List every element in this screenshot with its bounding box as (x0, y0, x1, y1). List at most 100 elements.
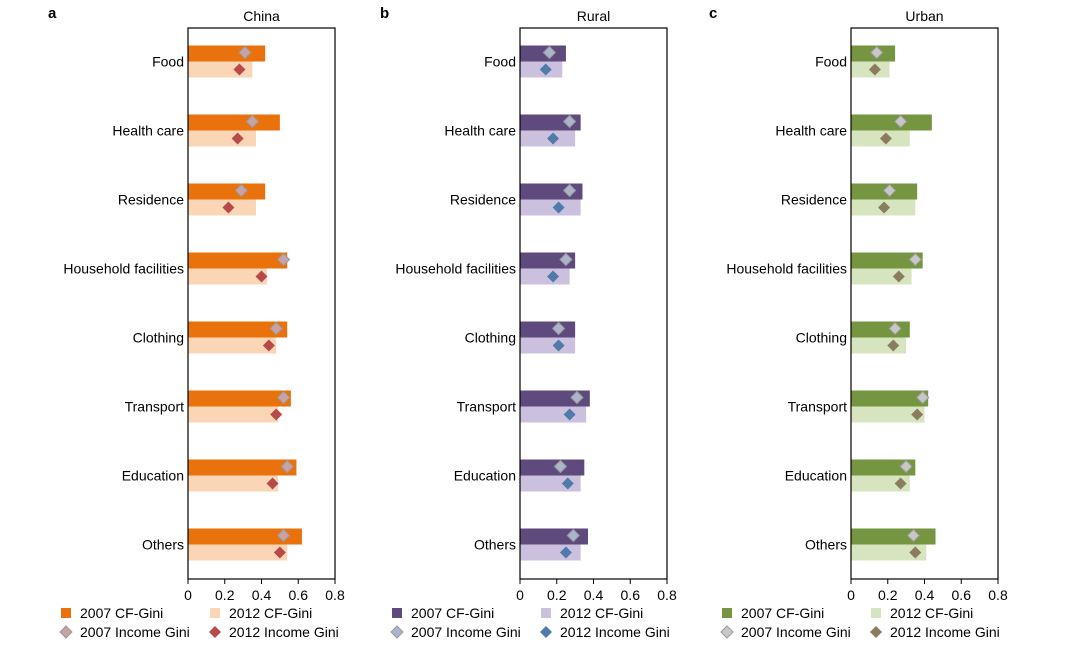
legend-marker (720, 625, 734, 639)
bar (188, 544, 288, 561)
bar (188, 475, 279, 492)
legend-label: 2012 Income Gini (890, 624, 1000, 640)
panel-china: a China Food Health care Residence Household … (48, 5, 345, 640)
legend-label: 2007 CF-Gini (80, 605, 163, 621)
bar (188, 183, 266, 200)
x-tick-label: 0.2 (878, 587, 898, 603)
bar (520, 390, 590, 407)
bar (851, 475, 910, 492)
marker (909, 546, 922, 559)
legend-label: 2007 Income Gini (741, 624, 851, 640)
bar (188, 45, 266, 62)
marker (233, 63, 246, 76)
marker (269, 321, 283, 336)
legend-item: 2012 CF-Gini (871, 605, 973, 621)
marker (561, 477, 574, 490)
marker (908, 252, 923, 267)
legend-item: 2007 CF-Gini (722, 605, 824, 621)
x-tick-label: 0.8 (657, 587, 677, 603)
category-label: Others (142, 537, 184, 553)
marker (539, 63, 552, 76)
marker (566, 528, 580, 543)
category-label: Education (122, 468, 184, 484)
legend-label: 2007 CF-Gini (411, 605, 494, 621)
bar (851, 544, 927, 561)
legend-swatch (722, 608, 732, 618)
marker (238, 45, 252, 60)
marker (906, 528, 921, 543)
marker (262, 339, 275, 352)
category-label: Education (785, 468, 847, 484)
plot-frame (519, 27, 668, 580)
bar (188, 252, 288, 269)
legend-marker (209, 626, 221, 638)
bar (851, 252, 923, 269)
bar (520, 321, 576, 338)
marker (570, 390, 584, 405)
legend-item: 2007 Income Gini (720, 624, 851, 640)
bar (851, 459, 916, 476)
marker (878, 201, 891, 214)
bar (188, 268, 268, 285)
marker (562, 183, 577, 198)
x-tick-label: 0.6 (289, 587, 309, 603)
legend-swatch (210, 608, 220, 618)
category-label: Food (484, 54, 516, 70)
bar (520, 45, 566, 62)
bar (188, 528, 302, 545)
bar (520, 252, 576, 269)
marker (893, 114, 908, 129)
bar (520, 475, 581, 492)
marker (270, 408, 283, 421)
legend-item: 2012 Income Gini (870, 624, 1000, 640)
legend-label: 2012 Income Gini (560, 624, 670, 640)
bar (520, 114, 581, 131)
category-label: Transport (788, 399, 848, 415)
x-tick-label: 0 (847, 587, 855, 603)
marker (276, 390, 291, 405)
legend-marker (870, 626, 882, 638)
bar (188, 337, 277, 354)
x-tick-label: 0.4 (584, 587, 604, 603)
category-label: Residence (450, 192, 516, 208)
marker (551, 321, 566, 336)
bar (851, 528, 936, 545)
bar (851, 268, 912, 285)
marker (234, 183, 248, 198)
marker (245, 114, 260, 129)
x-tick-label: 0.4 (252, 587, 272, 603)
marker (547, 132, 560, 145)
bar (188, 114, 280, 131)
x-tick-label: 0.6 (952, 587, 972, 603)
legend-swatch (541, 608, 551, 618)
x-tick-label: 0.8 (988, 587, 1008, 603)
legend-label: 2012 CF-Gini (560, 605, 643, 621)
category-label: Household facilities (726, 261, 847, 277)
marker (273, 546, 286, 559)
bar (520, 268, 570, 285)
category-label: Clothing (133, 330, 184, 346)
legend-marker (390, 625, 404, 639)
category-label: Food (815, 54, 847, 70)
marker (542, 45, 557, 60)
category-label: Residence (781, 192, 847, 208)
x-tick-label: 0.8 (325, 587, 345, 603)
legend-item: 2012 Income Gini (540, 624, 670, 640)
marker (231, 132, 244, 145)
legend-item: 2012 CF-Gini (210, 605, 312, 621)
category-label: Transport (125, 399, 185, 415)
bar (188, 406, 279, 423)
marker (887, 339, 900, 352)
panel-title: China (243, 8, 280, 24)
category-label: Clothing (465, 330, 516, 346)
x-tick-label: 0 (184, 587, 192, 603)
legend-label: 2007 CF-Gini (741, 605, 824, 621)
category-label: Food (152, 54, 184, 70)
marker (562, 114, 577, 129)
category-label: Others (805, 537, 847, 553)
marker (276, 252, 291, 267)
legend-swatch (392, 608, 402, 618)
legend-swatch (61, 608, 71, 618)
category-label: Health care (112, 123, 184, 139)
